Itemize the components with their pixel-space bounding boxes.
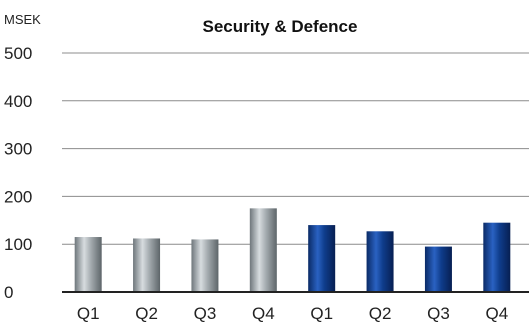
x-tick-label: Q3 (194, 304, 217, 323)
y-tick-label: 500 (4, 44, 32, 63)
bar-q3-first (191, 239, 219, 292)
y-tick-label: 100 (4, 235, 32, 254)
x-tick-label: Q1 (310, 304, 333, 323)
x-axis-ticks: Q1 Q2 Q3 Q4 Q1 Q2 Q3 Q4 (77, 304, 508, 323)
y-axis-unit-label: MSEK (4, 12, 41, 27)
gridlines (62, 52, 529, 245)
bar-q2-first (133, 238, 161, 292)
bar-q1-second (308, 225, 336, 292)
bar-q2-second (366, 231, 394, 292)
y-tick-label: 300 (4, 140, 32, 159)
x-tick-label: Q3 (427, 304, 450, 323)
x-tick-label: Q1 (77, 304, 100, 323)
x-tick-label: Q4 (485, 304, 508, 323)
bar-q1-first (74, 237, 102, 292)
bar-q4-first (249, 208, 277, 292)
x-tick-label: Q4 (252, 304, 275, 323)
x-tick-label: Q2 (135, 304, 158, 323)
bar-q4-second (483, 222, 511, 292)
y-tick-label: 0 (4, 283, 13, 302)
x-tick-label: Q2 (369, 304, 392, 323)
y-tick-label: 200 (4, 187, 32, 206)
bars (74, 208, 511, 292)
y-axis-ticks: 0 100 200 300 400 500 (4, 44, 32, 302)
y-tick-label: 400 (4, 92, 32, 111)
bar-q3-second (424, 246, 452, 292)
chart-title: Security & Defence (203, 17, 358, 36)
